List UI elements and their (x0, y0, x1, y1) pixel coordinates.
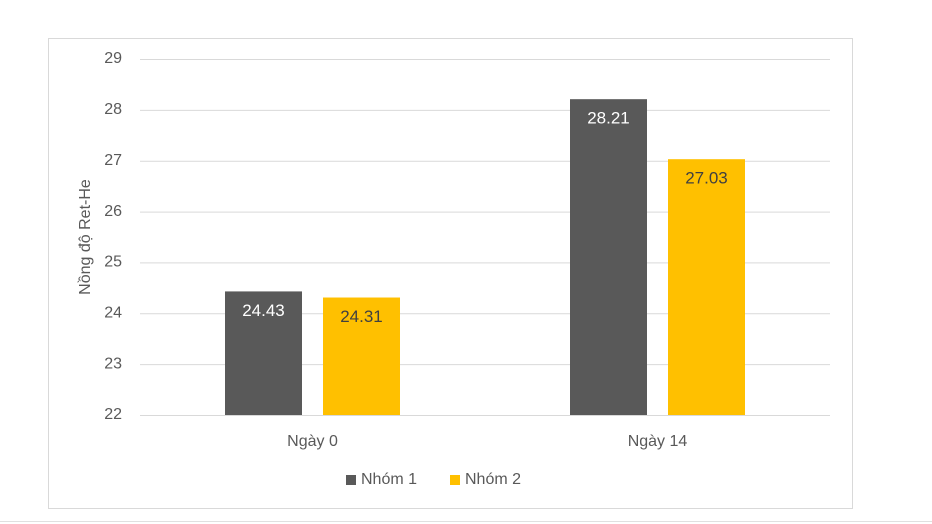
bar (570, 99, 647, 416)
y-tick-label: 23 (104, 355, 122, 372)
legend-swatch (346, 475, 356, 485)
data-label: 24.43 (242, 301, 285, 320)
data-label: 24.31 (340, 307, 383, 326)
bar (323, 297, 400, 415)
x-tick-label: Ngày 14 (628, 433, 688, 450)
legend-label: Nhóm 2 (465, 471, 521, 488)
y-tick-label: 29 (104, 50, 122, 67)
y-tick-label: 27 (104, 152, 122, 169)
y-tick-label: 25 (104, 254, 122, 271)
bar (225, 291, 302, 415)
y-tick-label: 28 (104, 101, 122, 118)
data-label: 28.21 (587, 109, 630, 128)
legend-swatch (450, 475, 460, 485)
bar (668, 159, 745, 415)
y-tick-label: 24 (104, 305, 122, 322)
y-axis-label: Nồng độ Ret-He (77, 179, 94, 295)
data-label: 27.03 (685, 169, 728, 188)
legend-label: Nhóm 1 (361, 471, 417, 488)
x-tick-label: Ngày 0 (287, 433, 338, 450)
y-tick-label: 22 (104, 406, 122, 423)
y-tick-label: 26 (104, 203, 122, 220)
